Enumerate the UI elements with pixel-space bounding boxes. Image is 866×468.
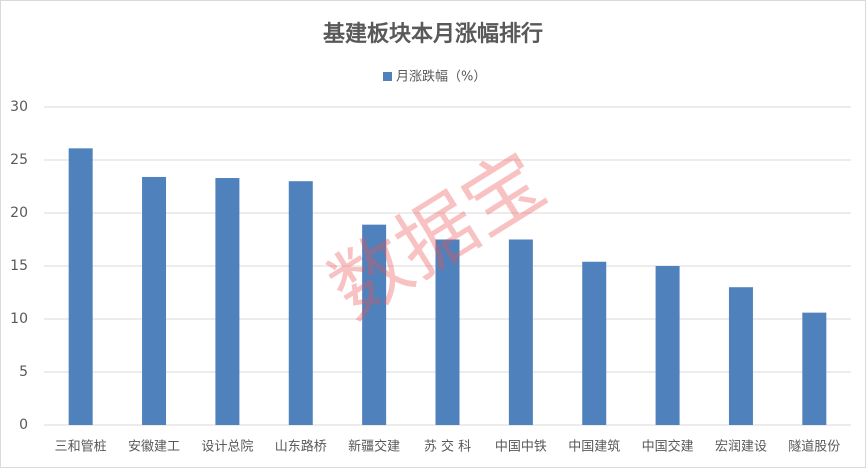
bar <box>508 239 533 425</box>
x-tick-label: 苏 交 科 <box>424 439 471 455</box>
bar <box>582 261 607 425</box>
bar <box>142 176 167 425</box>
x-tick-label: 中国建筑 <box>568 439 620 455</box>
bar <box>655 266 680 425</box>
bar <box>802 312 827 425</box>
x-tick-label: 三和管桩 <box>55 440 107 455</box>
y-tick-label: 10 <box>10 311 28 327</box>
bar <box>68 148 93 425</box>
bar <box>728 287 753 425</box>
x-tick-label: 山东路桥 <box>275 439 327 455</box>
bar <box>362 224 387 425</box>
y-tick-label: 20 <box>10 205 28 221</box>
x-tick-label: 新疆交建 <box>348 439 400 455</box>
bar <box>215 178 240 425</box>
x-tick-label: 中国中铁 <box>495 440 547 455</box>
y-tick-label: 15 <box>10 258 28 274</box>
x-tick-label: 安徽建工 <box>128 440 180 455</box>
bar <box>435 239 460 425</box>
x-tick-label: 宏润建设 <box>715 440 767 455</box>
y-tick-label: 0 <box>19 417 28 433</box>
y-tick-label: 30 <box>10 99 28 115</box>
y-tick-label: 25 <box>10 152 28 168</box>
y-tick-label: 5 <box>19 364 28 380</box>
x-tick-label: 设计总院 <box>201 440 253 455</box>
legend-label: 月涨跌幅（%） <box>396 69 486 85</box>
legend-swatch <box>383 72 392 81</box>
x-tick-label: 中国交建 <box>642 439 694 455</box>
bar <box>288 181 313 425</box>
x-tick-label: 隧道股份 <box>788 439 840 455</box>
chart-title: 基建板块本月涨幅排行 <box>323 21 543 47</box>
